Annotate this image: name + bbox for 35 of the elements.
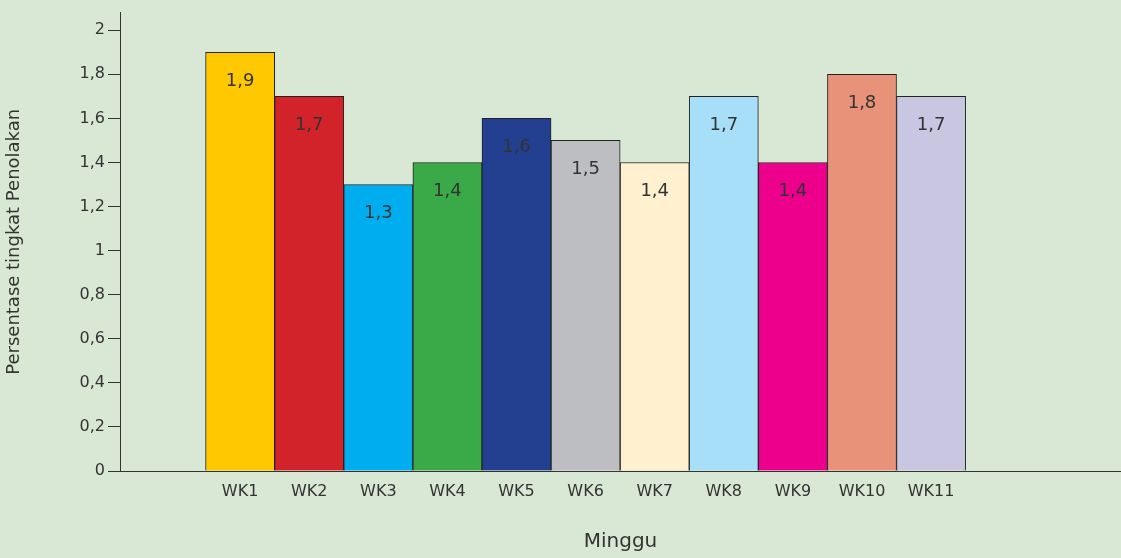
- data-label: 1,7: [709, 113, 739, 135]
- x-tick-label: WK1: [221, 480, 259, 500]
- x-tick-label: WK2: [290, 480, 328, 500]
- x-tick-label: WK8: [705, 480, 743, 500]
- y-tick-label: 1: [94, 239, 105, 259]
- y-tick-label: 1,6: [79, 107, 105, 127]
- x-tick-label: WK3: [360, 480, 397, 500]
- data-label: 1,4: [778, 179, 808, 201]
- data-label: 1,3: [364, 201, 393, 223]
- y-axis-title: Persentase tingkat Penolakan: [2, 108, 24, 375]
- x-tick-label: WK7: [636, 480, 673, 500]
- data-label: 1,9: [225, 68, 255, 90]
- y-tick-label: 0,8: [79, 283, 105, 303]
- data-label: 1,4: [433, 179, 462, 201]
- data-label: 1,7: [916, 113, 946, 135]
- y-tick-label: 0,6: [79, 327, 105, 347]
- y-tick-label: 0,2: [79, 416, 105, 436]
- x-tick-label: WK5: [498, 480, 535, 500]
- y-tick-label: 1,2: [79, 195, 105, 215]
- y-tick-label: 0,4: [79, 372, 105, 391]
- y-tick-label: 2: [94, 19, 105, 39]
- x-tick-label: WK6: [567, 480, 604, 500]
- data-label: 1,7: [294, 113, 324, 135]
- data-label: 1,8: [847, 90, 877, 112]
- x-axis-title: Minggu: [583, 528, 658, 553]
- y-tick-label: 1,4: [79, 151, 105, 171]
- y-tick-label: 1,8: [79, 63, 105, 83]
- y-tick-label: 0: [94, 460, 105, 480]
- data-label: 1,6: [502, 135, 531, 157]
- x-tick-label: WK11: [907, 480, 955, 500]
- data-label: 1,5: [571, 157, 600, 179]
- x-tick-label: WK4: [429, 480, 466, 500]
- x-tick-label: WK9: [774, 480, 812, 500]
- x-tick-label: WK10: [838, 480, 886, 500]
- data-label: 1,4: [640, 179, 670, 201]
